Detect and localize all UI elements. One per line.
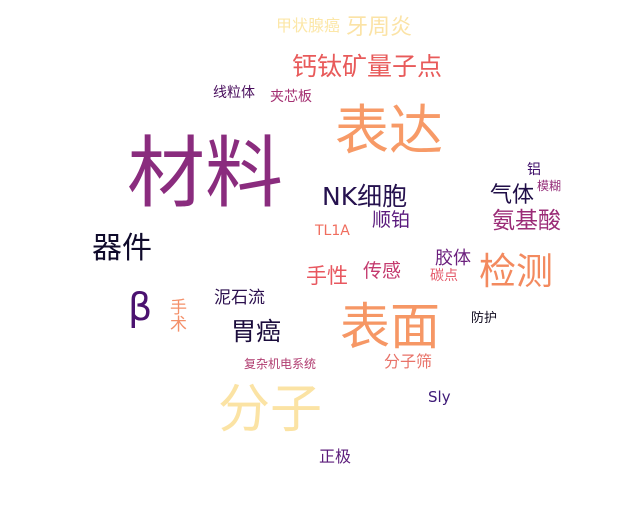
word-nishiliu: 泥石流	[214, 288, 265, 308]
word-tl1a: TL1A	[315, 223, 350, 239]
word-xianliti: 线粒体	[213, 85, 255, 101]
word-qiti: 气体	[490, 183, 535, 208]
word-chuangan: 传感	[363, 260, 402, 282]
word-zhengji: 正极	[319, 447, 352, 466]
word-jiance: 检测	[479, 250, 553, 293]
word-fanghu: 防护	[471, 311, 498, 326]
word-fuza-jidian-xitong: 复杂机电系统	[244, 357, 317, 371]
word-sly: Sly	[428, 388, 451, 406]
word-anjisuan: 氨基酸	[492, 208, 561, 234]
word-cailiao: 材料	[127, 129, 284, 219]
word-tandian: 碳点	[430, 268, 458, 284]
word-fenzi: 分子	[218, 380, 323, 440]
word-weiai: 胃癌	[231, 317, 282, 346]
word-beta: β	[128, 285, 153, 329]
word-mohu: 模糊	[537, 179, 562, 193]
word-jiaoti: 胶体	[435, 248, 471, 269]
word-gaitaikuang-liangzidian: 钙钛矿量子点	[292, 52, 443, 81]
word-jiazhuangxianai: 甲状腺癌	[276, 16, 341, 35]
word-shoushu: 手术	[166, 298, 186, 332]
word-nk-xibao: NK细胞	[322, 182, 408, 211]
word-fenzishai: 分子筛	[384, 352, 433, 371]
word-biaoda: 表达	[335, 99, 443, 162]
word-biaomian: 表面	[340, 298, 440, 356]
word-shouxing: 手性	[306, 264, 348, 288]
word-lv: 铝	[527, 162, 541, 178]
word-jiaxinban: 夹芯板	[270, 89, 312, 105]
word-yazhouyan: 牙周炎	[346, 15, 413, 40]
word-shunbo: 顺铂	[372, 209, 411, 231]
word-qijian: 器件	[92, 231, 152, 266]
